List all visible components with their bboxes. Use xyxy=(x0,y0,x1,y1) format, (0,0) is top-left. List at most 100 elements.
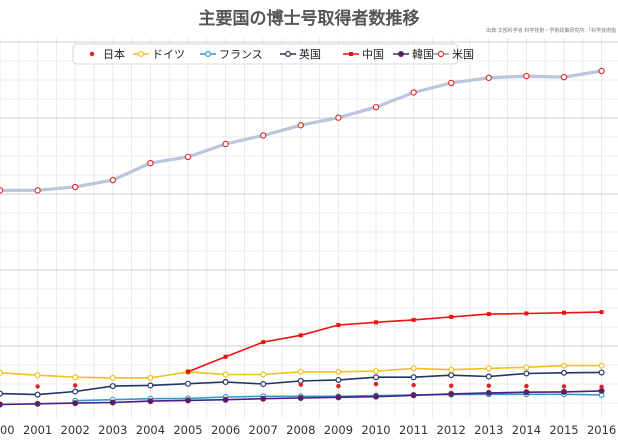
legend-item-フランス: フランス xyxy=(200,48,263,61)
data-point xyxy=(523,389,530,396)
data-point xyxy=(34,400,41,407)
data-point xyxy=(298,382,303,387)
legend-label: フランス xyxy=(219,48,263,61)
legend-label: 日本 xyxy=(103,47,125,61)
data-point xyxy=(411,382,416,388)
legend-item-ドイツ: ドイツ xyxy=(133,48,185,61)
series-日本 xyxy=(35,381,604,389)
data-point xyxy=(598,387,605,394)
legend-item-中国: 中国 xyxy=(343,48,384,61)
data-point xyxy=(336,383,341,389)
x-tick-label: 2014 xyxy=(512,423,541,437)
data-point xyxy=(448,372,455,379)
legend-marker xyxy=(205,50,212,57)
data-point xyxy=(335,368,342,375)
data-point xyxy=(523,364,530,371)
series-英国 xyxy=(0,369,605,398)
legend-marker xyxy=(397,51,404,58)
legend-label: ドイツ xyxy=(152,48,185,61)
x-tick-label: 2006 xyxy=(211,423,240,437)
x-tick-label: 2013 xyxy=(474,423,503,437)
data-point xyxy=(485,365,492,372)
x-tick-label: 2016 xyxy=(587,423,616,437)
data-point xyxy=(184,153,192,161)
data-point xyxy=(561,388,568,395)
data-point xyxy=(523,72,530,80)
data-point xyxy=(0,369,3,376)
legend-item-韓国: 韓国 xyxy=(393,48,434,61)
series-line xyxy=(187,311,602,373)
data-point xyxy=(297,395,304,402)
legend-marker xyxy=(349,52,353,56)
x-tick-label: 2002 xyxy=(61,423,90,437)
data-point xyxy=(297,122,304,129)
data-point xyxy=(372,103,380,111)
data-point xyxy=(449,383,454,388)
data-point xyxy=(260,381,267,388)
legend: 日本 ドイツ フランス 英国 中国 韓国 米国 xyxy=(72,43,474,65)
data-point xyxy=(485,373,492,380)
legend-label: 英国 xyxy=(299,47,321,61)
series-中国 xyxy=(186,310,604,374)
chart-source: 出典:文部科学省 科学技術・学術政策研究所,「科学技術指 xyxy=(486,27,616,34)
data-point xyxy=(72,374,79,381)
legend-marker xyxy=(285,50,292,57)
data-point xyxy=(598,369,605,376)
data-point xyxy=(485,389,492,396)
x-tick-label: 2007 xyxy=(249,423,278,437)
data-point xyxy=(524,383,529,389)
data-point xyxy=(373,381,379,387)
x-tick-label: 2005 xyxy=(173,423,202,437)
data-point xyxy=(260,371,267,378)
data-point xyxy=(485,74,492,82)
data-point xyxy=(560,369,567,376)
series-韓国 xyxy=(0,387,605,408)
legend-label: 韓国 xyxy=(412,48,434,61)
data-point xyxy=(410,89,417,96)
legend-item-日本: 日本 xyxy=(89,47,125,61)
data-point xyxy=(486,312,491,317)
x-tick-label: 2011 xyxy=(399,423,428,437)
data-point xyxy=(524,311,529,316)
data-point xyxy=(599,310,604,315)
x-tick-label: 2003 xyxy=(98,423,127,437)
data-point xyxy=(260,132,267,139)
data-point xyxy=(186,369,190,374)
data-point xyxy=(35,384,40,389)
legend-marker xyxy=(138,50,145,57)
data-point xyxy=(185,380,192,387)
x-tick-label: 2009 xyxy=(324,423,353,437)
series-layer xyxy=(0,67,605,408)
data-point xyxy=(335,376,342,383)
x-tick-label: 2012 xyxy=(437,423,466,437)
x-tick-label: 2001 xyxy=(23,423,52,437)
x-tick-label: 2010 xyxy=(361,423,390,437)
x-tick-label: 2015 xyxy=(549,423,578,437)
data-point xyxy=(0,390,3,397)
x-tick-label: 2000 xyxy=(0,423,15,437)
legend-label: 米国 xyxy=(452,48,474,61)
data-point xyxy=(72,388,79,395)
legend-item-英国: 英国 xyxy=(280,47,321,61)
data-point xyxy=(560,362,567,369)
data-point xyxy=(147,382,154,389)
data-point xyxy=(598,67,605,75)
data-point xyxy=(147,398,154,405)
data-point xyxy=(109,383,116,390)
x-axis: 2000 2001 2002 2003 2004 2005 2006 2007 2008 2009… xyxy=(0,423,616,437)
data-point xyxy=(411,317,416,322)
data-point xyxy=(372,393,379,400)
data-point xyxy=(71,183,79,191)
data-point xyxy=(598,362,605,369)
data-point xyxy=(410,365,417,372)
data-point xyxy=(109,176,117,184)
data-point xyxy=(335,114,342,121)
data-point xyxy=(34,372,41,379)
x-tick-label: 2004 xyxy=(136,423,165,437)
data-point xyxy=(261,340,266,345)
data-point xyxy=(410,374,417,381)
data-point xyxy=(72,400,79,407)
data-point xyxy=(109,399,116,406)
data-point xyxy=(34,187,41,194)
